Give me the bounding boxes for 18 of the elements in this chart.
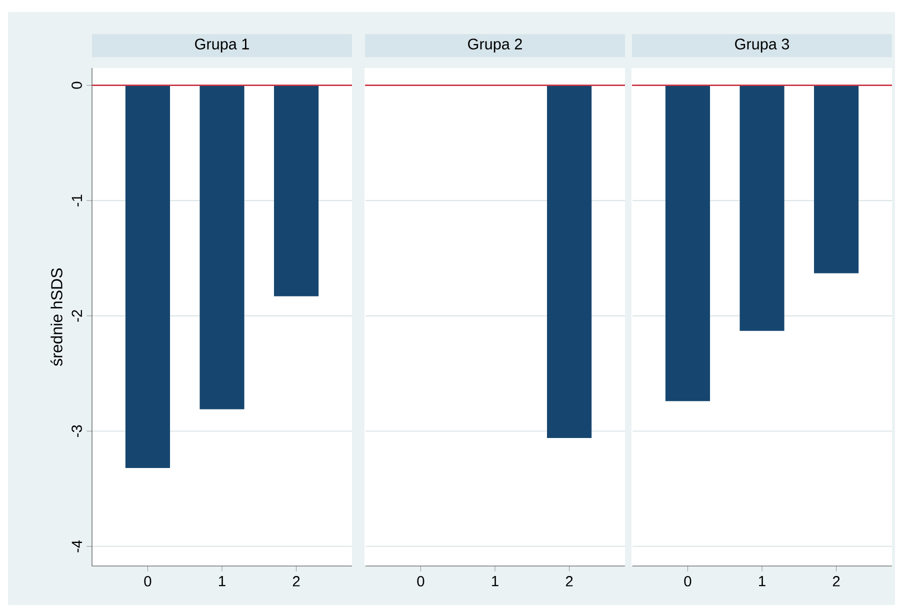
chart-title: Grupa 1 (195, 38, 249, 53)
x-tick-label: 0 (144, 576, 152, 586)
chart-title: Grupa 2 (468, 38, 522, 53)
x-tick-label: 1 (492, 576, 498, 586)
chart-title: Grupa 3 (735, 38, 790, 53)
x-tick-label: 1 (759, 576, 766, 586)
y-tick-label: -1 (72, 194, 82, 206)
y-tick-label: 0 (72, 82, 82, 89)
y-tick-label: -4 (72, 540, 82, 552)
y-tick-label: -2 (72, 310, 82, 322)
x-tick-label: 2 (832, 576, 840, 586)
y-axis-title: średnie hSDS (50, 268, 62, 366)
x-tick-label: 2 (292, 576, 300, 586)
y-tick-label: -3 (72, 425, 82, 437)
x-tick-label: 0 (684, 576, 692, 586)
x-tick-label: 0 (417, 576, 424, 586)
x-tick-label: 2 (566, 576, 573, 586)
x-tick-label: 1 (219, 576, 226, 586)
